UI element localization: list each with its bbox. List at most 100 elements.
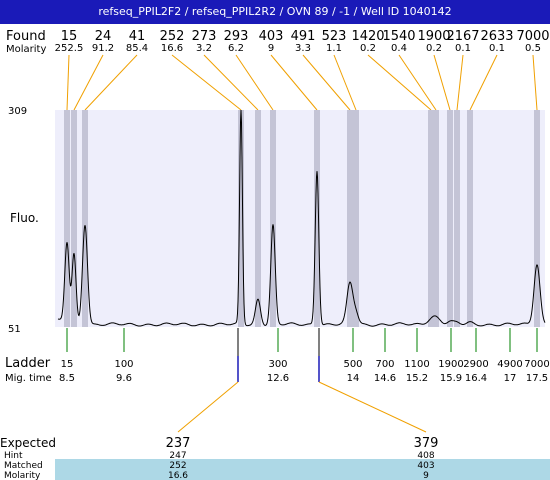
peak-band — [314, 110, 320, 327]
ladder-time: 12.6 — [267, 373, 289, 384]
peak-connector — [456, 54, 464, 111]
plot-area — [55, 110, 545, 327]
molarity-label: Molarity — [6, 44, 46, 55]
ladder-size: 1900 — [438, 359, 463, 370]
found-molarity: 6.2 — [228, 43, 244, 54]
ladder-time: 15.2 — [406, 373, 428, 384]
found-size: 1900 — [417, 29, 450, 44]
peak-band — [238, 110, 244, 327]
expected-connectors — [177, 328, 427, 433]
found-molarity: 3.2 — [196, 43, 212, 54]
found-molarity: 16.6 — [161, 43, 183, 54]
ladder-size: 300 — [268, 359, 287, 370]
peak-band — [353, 110, 359, 327]
found-size: 252 — [160, 29, 185, 44]
hint-size: 247 — [169, 451, 186, 461]
ladder-size: 1100 — [404, 359, 429, 370]
ladder-time: 14 — [347, 373, 360, 384]
found-molarity: 0.2 — [360, 43, 376, 54]
peak-band — [255, 110, 261, 327]
peak-connector — [66, 54, 70, 111]
matched-label: Matched — [4, 461, 43, 471]
expected-connector — [318, 381, 427, 433]
found-size: 7000 — [516, 29, 549, 44]
expected-size: 379 — [414, 436, 439, 451]
hint-label: Hint — [4, 451, 23, 461]
found-size: 523 — [322, 29, 347, 44]
peak-band — [347, 110, 353, 327]
ladder-time: 14.6 — [374, 373, 396, 384]
bottom-molarity-label: Molarity — [4, 471, 41, 480]
peak-connector — [84, 54, 138, 111]
ladder-size: 15 — [61, 359, 74, 370]
peak-band — [82, 110, 88, 327]
found-size: 24 — [95, 29, 112, 44]
peak-band — [467, 110, 473, 327]
found-molarity: 0.5 — [525, 43, 541, 54]
peak-connector — [333, 54, 357, 111]
mig-time-label: Mig. time — [5, 373, 52, 384]
ladder-time: 17.5 — [526, 373, 548, 384]
found-size: 293 — [224, 29, 249, 44]
found-size: 2633 — [480, 29, 513, 44]
peak-connectors — [66, 54, 538, 111]
expected-size: 237 — [166, 436, 191, 451]
y-max-label: 309 — [8, 106, 27, 117]
title-bar: refseq_PPIL2F2 / refseq_PPIL2R2 / OVN 89… — [0, 0, 550, 24]
peak-connector — [532, 54, 538, 111]
ladder-time: 9.6 — [116, 373, 132, 384]
found-size: 41 — [129, 29, 146, 44]
found-size: 2167 — [446, 29, 479, 44]
peak-band — [534, 110, 540, 327]
found-size: 403 — [259, 29, 284, 44]
found-molarity: 85.4 — [126, 43, 148, 54]
ladder-time: 16.4 — [465, 373, 487, 384]
matched-size: 252 — [169, 461, 186, 471]
peak-connector — [398, 54, 437, 111]
ladder-time: 8.5 — [59, 373, 75, 384]
ladder-row: 15 8.5 100 9.6 300 12.6 500 14 700 14.6 1100 15.2 19… — [59, 359, 550, 384]
peak-band — [64, 110, 70, 327]
ladder-size: 100 — [114, 359, 133, 370]
peak-connector — [367, 54, 432, 111]
found-molarity: 9 — [268, 43, 274, 54]
found-molarity: 0.2 — [426, 43, 442, 54]
found-molarity: 0.1 — [455, 43, 471, 54]
found-size: 15 — [61, 29, 78, 44]
found-label: Found — [6, 29, 46, 44]
peak-connector — [433, 54, 451, 111]
ladder-ticks — [66, 328, 538, 352]
ladder-size: 500 — [343, 359, 362, 370]
ladder-time: 17 — [504, 373, 517, 384]
y-min-label: 51 — [8, 324, 21, 335]
peak-connector — [171, 54, 242, 111]
matched-molarity: 16.6 — [168, 471, 188, 480]
found-molarity: 0.4 — [391, 43, 407, 54]
found-size: 1420 — [351, 29, 384, 44]
peak-connector — [203, 54, 259, 111]
matched-molarity: 9 — [423, 471, 429, 480]
fluo-axis-label: Fluo. — [10, 211, 39, 225]
peak-band — [454, 110, 460, 327]
peak-connector — [270, 54, 318, 111]
found-molarity: 91.2 — [92, 43, 114, 54]
ladder-size: 2900 — [463, 359, 488, 370]
peak-bands — [64, 110, 540, 327]
matched-size: 403 — [417, 461, 434, 471]
found-size: 1540 — [382, 29, 415, 44]
peak-band — [270, 110, 276, 327]
peak-band — [433, 110, 439, 327]
found-size: 273 — [192, 29, 217, 44]
expected-label: Expected — [0, 436, 56, 450]
found-molarity: 252.5 — [55, 43, 84, 54]
peak-band — [447, 110, 453, 327]
ladder-time: 15.9 — [440, 373, 462, 384]
found-size: 491 — [291, 29, 316, 44]
peak-connector — [73, 54, 104, 111]
matched-highlight — [55, 459, 550, 480]
peak-band — [71, 110, 77, 327]
ladder-label: Ladder — [5, 356, 51, 371]
